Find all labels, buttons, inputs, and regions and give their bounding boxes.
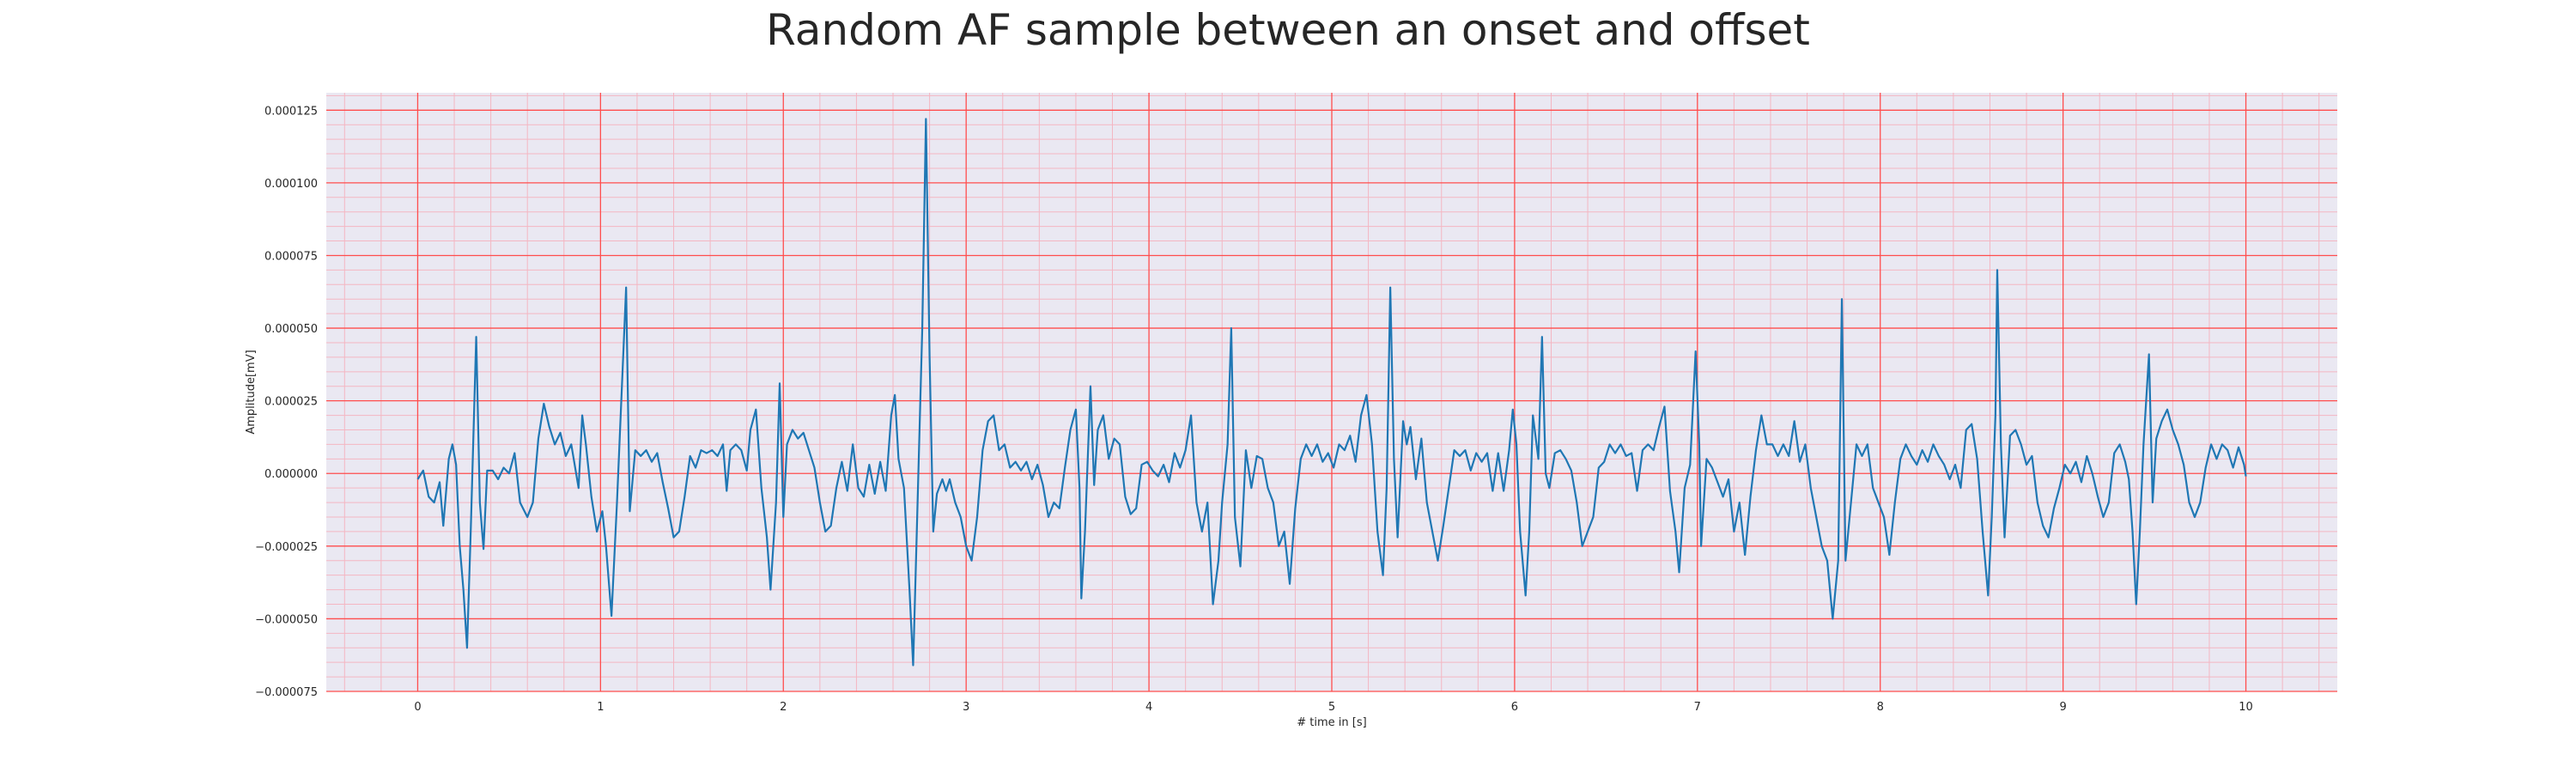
y-tick-label: 0.000050 bbox=[264, 323, 318, 336]
major-grid bbox=[326, 93, 2337, 692]
y-axis-ticks: −0.000075 −0.000050 −0.000025 0.000000 0.000… bbox=[255, 105, 318, 699]
y-tick-label: 0.000000 bbox=[264, 468, 318, 481]
y-tick-label: −0.000025 bbox=[255, 541, 318, 554]
x-tick-label: 4 bbox=[1145, 701, 1152, 714]
x-tick-label: 7 bbox=[1694, 701, 1701, 714]
chart-title: Random AF sample between an onset and of… bbox=[766, 5, 1810, 55]
y-tick-label: −0.000050 bbox=[255, 613, 318, 626]
x-axis-label: # time in [s] bbox=[1297, 716, 1366, 729]
x-tick-label: 1 bbox=[597, 701, 604, 714]
x-tick-label: 5 bbox=[1328, 701, 1335, 714]
series-line bbox=[416, 118, 2247, 666]
x-tick-label: 6 bbox=[1511, 701, 1518, 714]
y-tick-label: 0.000100 bbox=[264, 178, 318, 191]
x-axis-ticks: 0 1 2 3 4 5 6 7 8 9 10 bbox=[414, 701, 2253, 714]
x-tick-label: 10 bbox=[2239, 701, 2253, 714]
y-tick-label: 0.000075 bbox=[264, 250, 318, 263]
y-tick-label: 0.000125 bbox=[264, 105, 318, 118]
y-axis-label: Amplitude[mV] bbox=[245, 350, 258, 434]
x-tick-label: 0 bbox=[414, 701, 421, 714]
y-tick-label: 0.000025 bbox=[264, 396, 318, 409]
x-tick-label: 8 bbox=[1877, 701, 1884, 714]
x-tick-label: 3 bbox=[963, 701, 969, 714]
x-tick-label: 9 bbox=[2059, 701, 2066, 714]
x-tick-label: 2 bbox=[780, 701, 787, 714]
y-tick-label: −0.000075 bbox=[255, 686, 318, 699]
